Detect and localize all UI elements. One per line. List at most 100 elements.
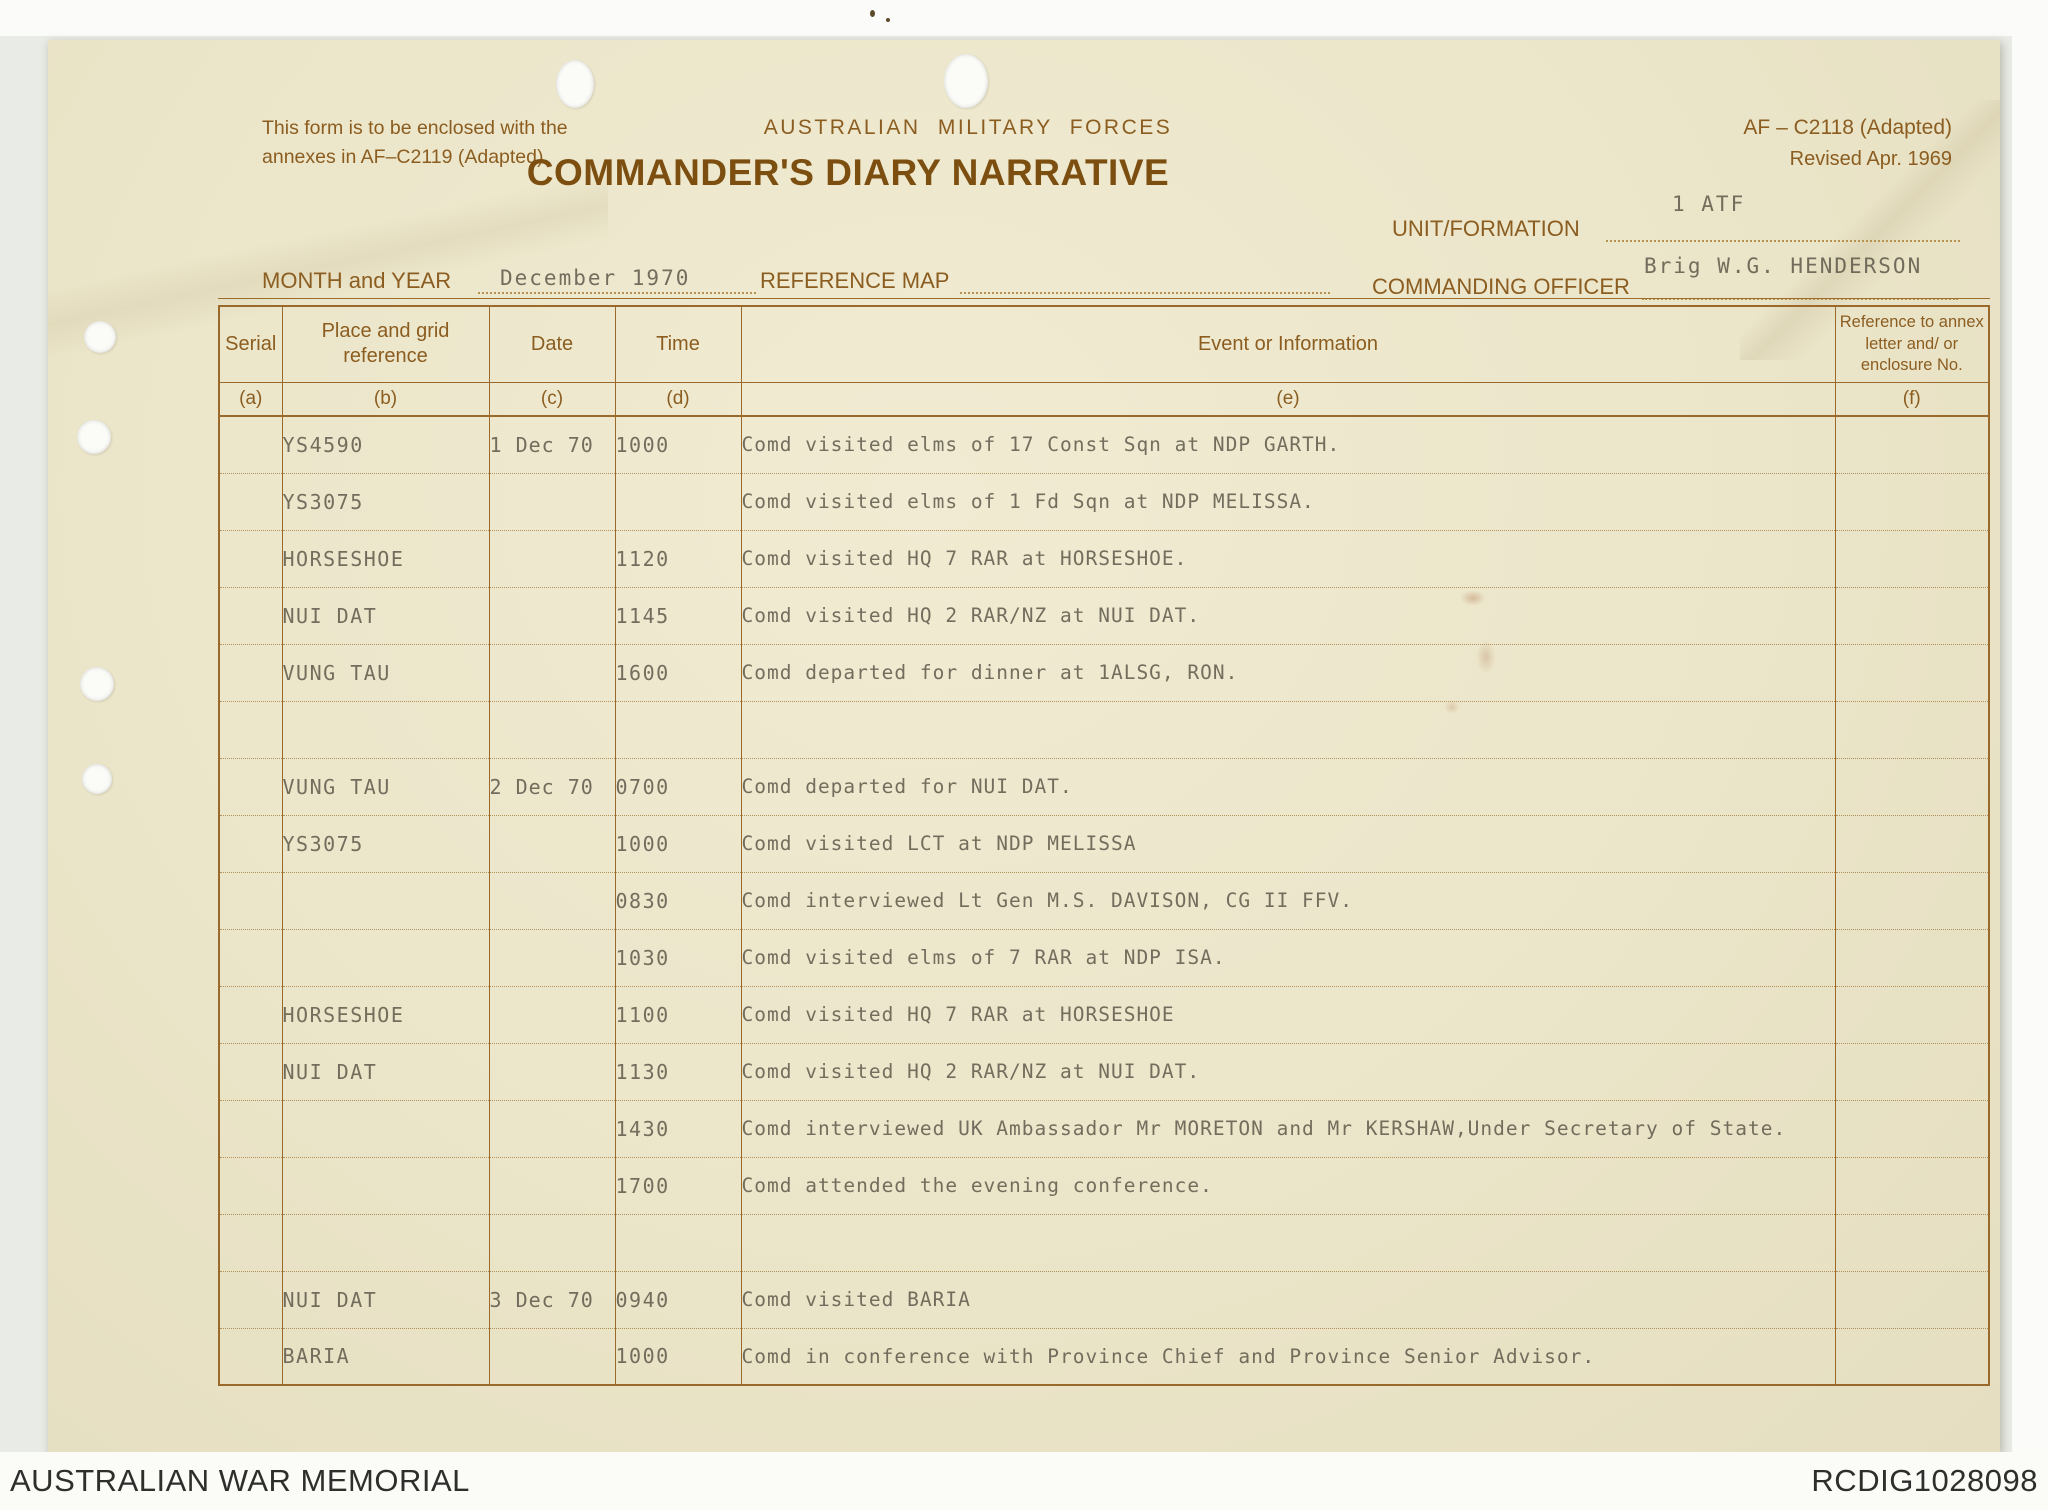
reference-map-line	[960, 292, 1330, 294]
cell-serial	[218, 701, 282, 759]
cell-serial	[218, 1214, 282, 1272]
cell-time: 1100	[614, 986, 741, 1044]
cell-time: 1145	[614, 587, 741, 645]
table-row: YS4590 1 Dec 70 1000 Comd visited elms o…	[218, 416, 1989, 474]
cell-date: 1 Dec 70	[488, 416, 615, 474]
enclosure-note-line2: annexes in AF–C2119 (Adapted).	[262, 146, 549, 168]
header-row: Serial Place and grid reference Date Tim…	[218, 306, 1989, 383]
cell-place: NUI DAT	[281, 1043, 489, 1101]
cell-reference	[1834, 986, 1989, 1044]
col-header-time: Time	[614, 306, 741, 383]
footer-archive-name: AUSTRALIAN WAR MEMORIAL	[10, 1463, 470, 1498]
diary-table-body: YS4590 1 Dec 70 1000 Comd visited elms o…	[218, 416, 1989, 1386]
cell-time: 1030	[614, 929, 741, 987]
form-title: COMMANDER'S DIARY NARRATIVE	[526, 152, 1170, 193]
cell-event: Comd interviewed UK Ambassador Mr MORETO…	[740, 1100, 1835, 1158]
cell-event: Comd visited HQ 7 RAR at HORSESHOE.	[740, 530, 1835, 588]
cell-place: VUNG TAU	[281, 758, 489, 816]
cell-date	[488, 872, 615, 930]
cell-event: Comd attended the evening conference.	[740, 1157, 1835, 1215]
punch-hole	[556, 60, 594, 108]
table-row: BARIA 1000 Comd in conference with Provi…	[218, 1328, 1989, 1386]
punch-hole	[82, 764, 112, 794]
cell-time: 0700	[614, 758, 741, 816]
subheader-d: (d)	[614, 382, 741, 417]
cell-reference	[1834, 1271, 1989, 1329]
cell-date	[488, 1214, 615, 1272]
cell-event: Comd departed for NUI DAT.	[740, 758, 1835, 816]
cell-date	[488, 1328, 615, 1386]
footer-record-id: RCDIG1028098	[1811, 1463, 2038, 1498]
table-top-rule	[218, 298, 1990, 299]
cell-reference	[1834, 416, 1989, 474]
table-row: HORSESHOE 1100 Comd visited HQ 7 RAR at …	[218, 986, 1989, 1044]
cell-date	[488, 644, 615, 702]
table-row: HORSESHOE 1120 Comd visited HQ 7 RAR at …	[218, 530, 1989, 588]
enclosure-note: This form is to be enclosed with the ann…	[262, 114, 568, 172]
cell-event	[740, 1214, 1835, 1272]
cell-serial	[218, 929, 282, 987]
form-code: AF – C2118 (Adapted)	[1743, 116, 1952, 139]
org-heading: AUSTRALIAN MILITARY FORCES	[763, 116, 1173, 139]
cell-serial	[218, 644, 282, 702]
cell-place: NUI DAT	[281, 587, 489, 645]
punch-hole	[84, 321, 116, 353]
subheader-a: (a)	[218, 382, 282, 417]
cell-date	[488, 530, 615, 588]
table-row: 1030 Comd visited elms of 7 RAR at NDP I…	[218, 929, 1989, 987]
cell-serial	[218, 986, 282, 1044]
cell-reference	[1834, 1157, 1989, 1215]
subheader-c: (c)	[488, 382, 615, 417]
cell-serial	[218, 416, 282, 474]
cell-place: BARIA	[281, 1328, 489, 1386]
cell-serial	[218, 587, 282, 645]
cell-event: Comd visited HQ 2 RAR/NZ at NUI DAT.	[740, 1043, 1835, 1101]
cell-serial	[218, 1328, 282, 1386]
cell-date: 2 Dec 70	[488, 758, 615, 816]
table-row: VUNG TAU 1600 Comd departed for dinner a…	[218, 644, 1989, 702]
footer-bar: AUSTRALIAN WAR MEMORIAL RCDIG1028098	[0, 1452, 2048, 1510]
commanding-officer-value: Brig W.G. HENDERSON	[1644, 254, 1923, 278]
cell-date	[488, 1157, 615, 1215]
diary-table: Serial Place and grid reference Date Tim…	[218, 305, 1990, 1386]
cell-date	[488, 701, 615, 759]
cell-time: 1700	[614, 1157, 741, 1215]
cell-event: Comd visited elms of 17 Const Sqn at NDP…	[740, 416, 1835, 474]
cell-place: HORSESHOE	[281, 530, 489, 588]
cell-event	[740, 701, 1835, 759]
cell-date: 3 Dec 70	[488, 1271, 615, 1329]
cell-serial	[218, 1043, 282, 1101]
table-row: 1700 Comd attended the evening conferenc…	[218, 1157, 1989, 1215]
cell-reference	[1834, 644, 1989, 702]
cell-serial	[218, 1157, 282, 1215]
cell-serial	[218, 1100, 282, 1158]
cell-serial	[218, 530, 282, 588]
subheader-b: (b)	[281, 382, 489, 417]
commanding-officer-label: COMMANDING OFFICER	[1372, 274, 1630, 299]
cell-reference	[1834, 473, 1989, 531]
cell-event: Comd visited HQ 7 RAR at HORSESHOE	[740, 986, 1835, 1044]
cell-time: 1130	[614, 1043, 741, 1101]
cell-reference	[1834, 872, 1989, 930]
cell-place	[281, 1214, 489, 1272]
col-header-date: Date	[488, 306, 615, 383]
col-header-reference: Reference to annex letter and/ or enclos…	[1834, 306, 1989, 383]
unit-formation-line	[1606, 240, 1960, 242]
cell-reference	[1834, 815, 1989, 873]
reference-map-label: REFERENCE MAP	[760, 268, 950, 293]
cell-reference	[1834, 1100, 1989, 1158]
punch-hole	[80, 667, 114, 701]
cell-date	[488, 1043, 615, 1101]
cell-date	[488, 587, 615, 645]
cell-reference	[1834, 1328, 1989, 1386]
cell-date	[488, 473, 615, 531]
table-row: NUI DAT 1130 Comd visited HQ 2 RAR/NZ at…	[218, 1043, 1989, 1101]
unit-formation-label: UNIT/FORMATION	[1392, 216, 1580, 241]
cell-event: Comd visited LCT at NDP MELISSA	[740, 815, 1835, 873]
cell-reference	[1834, 758, 1989, 816]
cell-place	[281, 1100, 489, 1158]
cell-place: NUI DAT	[281, 1271, 489, 1329]
subheader-e: (e)	[740, 382, 1835, 417]
speck	[870, 10, 875, 17]
cell-place	[281, 1157, 489, 1215]
